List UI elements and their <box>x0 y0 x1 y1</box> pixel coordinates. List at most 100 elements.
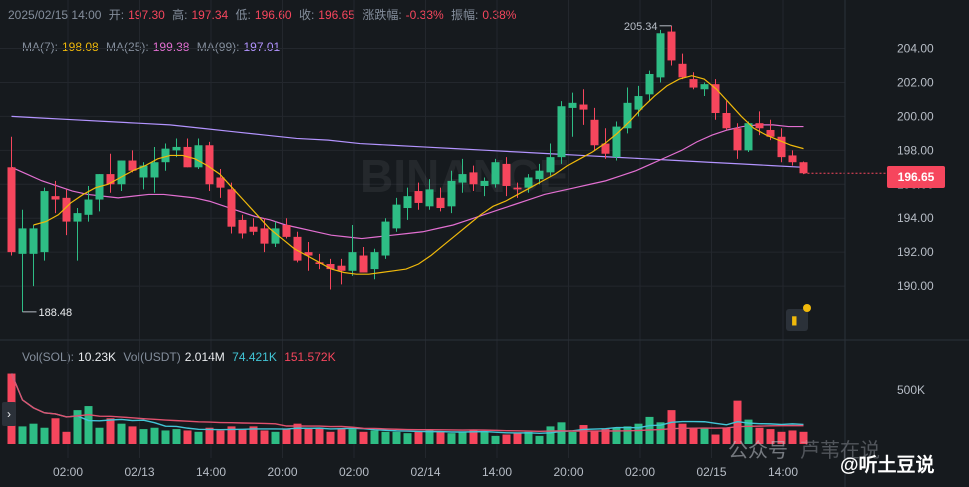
ma-legend: MA(7): 198.08 MA(25): 199.38 MA(99): 197.01 <box>22 40 284 54</box>
candle-body <box>744 123 753 151</box>
scroll-left-button[interactable]: › <box>2 402 16 426</box>
candle-body <box>513 187 522 190</box>
candle-body <box>711 84 720 114</box>
volume-bar <box>172 429 181 444</box>
volume-ma-lines <box>10 373 804 435</box>
volume-bar <box>337 429 346 444</box>
time-tick: 14:00 <box>482 465 512 479</box>
candle-body <box>656 33 665 78</box>
notes-button[interactable]: ▮ <box>786 304 811 331</box>
price-tick: 192.00 <box>897 245 934 259</box>
volume-bar <box>788 430 797 444</box>
candle-body <box>293 236 302 261</box>
volume-bar <box>326 431 335 444</box>
candle-body <box>590 119 599 146</box>
candle-body <box>194 145 203 168</box>
volume-bar <box>29 423 38 444</box>
ma25-line-path <box>11 124 804 240</box>
volume-bar <box>623 426 632 444</box>
vol-usdt-label: Vol(USDT) <box>123 350 181 364</box>
volume-bar <box>414 431 423 444</box>
volume-bar <box>73 410 82 444</box>
candle-body <box>73 213 82 222</box>
candle-body <box>623 102 632 129</box>
candle-body <box>304 252 313 256</box>
price-tick: 204.00 <box>897 42 934 56</box>
volume-bar <box>117 423 126 444</box>
price-tick: 194.00 <box>897 211 934 225</box>
vol-ma1-value: 74.421K <box>232 350 277 364</box>
volume-bar <box>480 431 489 444</box>
extreme-markers: 205.34 188.48 <box>22 21 886 319</box>
candle-body <box>458 174 467 183</box>
candle-body <box>84 199 93 215</box>
candle-body <box>579 104 588 110</box>
volume-bar <box>293 423 302 444</box>
candle-body <box>480 180 489 186</box>
volume-bar <box>128 426 137 444</box>
candle-body <box>7 167 16 253</box>
volume-bar <box>535 435 544 444</box>
candles <box>7 25 808 312</box>
volume-bar <box>777 431 786 444</box>
candle-body <box>491 162 500 185</box>
price-tick: 198.00 <box>897 143 934 157</box>
ma99-label: MA(99): <box>196 40 240 54</box>
volume-ma1-line <box>10 373 804 435</box>
ma7-value: 198.08 <box>62 40 99 54</box>
volume-bar <box>766 429 775 444</box>
volume-bar <box>436 431 445 444</box>
time-tick: 02/15 <box>696 465 726 479</box>
candle-body <box>689 79 698 88</box>
volume-bar <box>656 422 665 444</box>
candle-body <box>788 155 797 163</box>
volume-bar <box>95 427 104 444</box>
time-tick: 02/14 <box>410 465 440 479</box>
notes-icon: ▮ <box>791 313 798 327</box>
low-marker-label: 188.48 <box>39 307 73 319</box>
price-axis: 204.00202.00200.00198.00196.00194.00192.… <box>897 42 934 397</box>
volume-legend: Vol(SOL): 10.23K Vol(USDT) 2.014M 74.421K … <box>22 350 340 364</box>
vol-usdt-value: 2.014M <box>184 350 225 364</box>
candle-body <box>18 228 27 254</box>
ma7-label: MA(7): <box>22 40 58 54</box>
candle-body <box>766 129 775 137</box>
time-tick: 14:00 <box>196 465 226 479</box>
candle-body <box>722 113 731 129</box>
candle-body <box>282 224 291 237</box>
time-tick: 02/13 <box>124 465 154 479</box>
volume-bar <box>161 430 170 444</box>
time-axis: 02:00 02/13 14:00 20:00 02:00 02/14 14:00 20:00… <box>53 465 798 479</box>
candle-body <box>392 204 401 229</box>
candle-body <box>524 177 533 188</box>
volume-ma2-line <box>10 373 804 432</box>
time-tick: 02:00 <box>339 465 369 479</box>
candle-body <box>634 96 643 110</box>
volume-bar <box>381 431 390 444</box>
volume-bar <box>502 434 511 444</box>
volume-bar <box>612 427 621 444</box>
change-value: -0.33% <box>405 8 444 22</box>
volume-bar <box>238 429 247 444</box>
volume-bar <box>546 426 555 444</box>
volume-bar <box>282 429 291 444</box>
ma99-value: 197.01 <box>243 40 281 54</box>
volume-bar <box>425 430 434 444</box>
volume-bar <box>227 426 236 444</box>
candle-body <box>469 172 478 185</box>
volume-bar <box>359 431 368 444</box>
time-tick: 20:00 <box>267 465 297 479</box>
volume-bar <box>667 410 676 444</box>
candle-body <box>260 228 269 244</box>
candle-body <box>447 180 456 207</box>
volume-bar <box>40 427 49 444</box>
vol-sol-label: Vol(SOL): <box>22 350 75 364</box>
ma99-line <box>11 115 804 168</box>
candle-body <box>436 197 445 209</box>
volume-bar <box>370 430 379 444</box>
ma7-line <box>33 75 804 275</box>
volume-bar <box>392 431 401 444</box>
candle-body <box>733 128 742 151</box>
time-tick: 02:00 <box>625 465 655 479</box>
